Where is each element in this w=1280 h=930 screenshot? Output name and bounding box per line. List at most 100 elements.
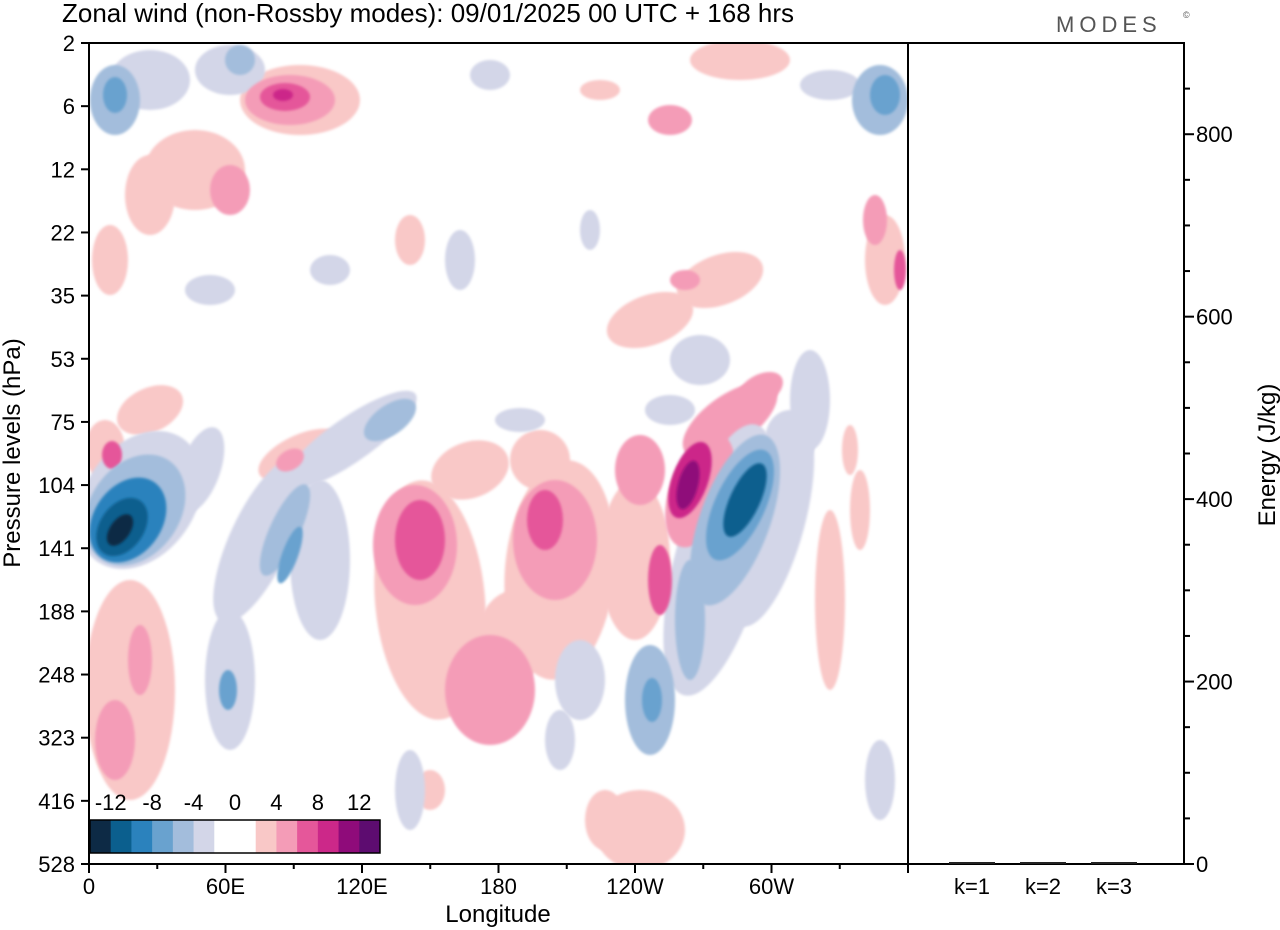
contour-region (670, 335, 730, 385)
energy-tick-label: 0 (1196, 852, 1208, 877)
contour-region (310, 255, 350, 285)
modes-logo: MODES (1056, 12, 1162, 37)
contour-region (580, 210, 600, 250)
contour-region (800, 70, 860, 100)
contour-region (790, 350, 830, 450)
energy-bar (1091, 862, 1137, 864)
contour-region (95, 700, 135, 780)
contour-region (225, 45, 255, 75)
contour-region (648, 545, 672, 615)
y-tick-label: 141 (38, 536, 75, 561)
contour-region (213, 457, 307, 623)
contour-region (850, 470, 870, 550)
colorbar-label: 8 (312, 790, 324, 815)
colorbar-swatch (172, 820, 195, 853)
contour-region (210, 165, 250, 215)
x-tick-label: 0 (83, 874, 95, 899)
y-tick-label: 104 (38, 473, 75, 498)
colorbar-swatch (359, 820, 381, 853)
y-tick-label: 22 (51, 220, 75, 245)
colorbar-swatch (338, 820, 360, 853)
x-axis: 0 60E 120E 180 120W 60W (83, 864, 909, 899)
contour-region (116, 385, 184, 435)
contour-region (92, 225, 128, 295)
contour-region (645, 395, 695, 425)
contour-region (555, 640, 605, 720)
energy-tick-label: 400 (1196, 487, 1233, 512)
y-tick-label: 35 (51, 284, 75, 309)
y-tick-label: 416 (38, 789, 75, 814)
colorbar-swatch (317, 820, 340, 853)
contour-region (615, 435, 665, 505)
y-axis-label: Pressure levels (hPa) (0, 338, 26, 567)
contour-region (128, 625, 152, 695)
colorbar-swatch (193, 820, 215, 853)
contour-region (676, 251, 764, 309)
y-tick-label: 323 (38, 726, 75, 751)
contour-region (460, 650, 510, 710)
contour-region (363, 398, 417, 442)
contour-region (642, 678, 662, 722)
contour-field (89, 43, 908, 864)
energy-tick-label: 800 (1196, 122, 1233, 147)
contour-region (865, 740, 895, 820)
colorbar-label: -8 (142, 790, 162, 815)
y-tick-label: 75 (51, 410, 75, 435)
contour-region (545, 710, 575, 770)
colorbar-swatch (235, 820, 257, 853)
contour-region (106, 514, 134, 546)
y-tick-label: 528 (38, 852, 75, 877)
contour-region (431, 440, 509, 500)
x-tick-label: 180 (480, 874, 517, 899)
energy-bars: k=1 k=2 k=3 (949, 862, 1137, 899)
contour-region (894, 250, 906, 290)
contour-region (676, 460, 700, 510)
energy-category-label: k=2 (1025, 874, 1061, 899)
y-tick-label: 53 (51, 347, 75, 372)
x-tick-label: 60E (206, 874, 245, 899)
colorbar-label: 0 (229, 790, 241, 815)
contour-region (606, 291, 694, 349)
y-tick-label: 2 (63, 31, 75, 56)
y-tick-label: 12 (51, 157, 75, 182)
contour-region (510, 430, 570, 490)
contour-region (670, 270, 700, 290)
x-tick-label: 120E (336, 874, 387, 899)
energy-category-label: k=1 (954, 874, 990, 899)
colorbar-swatch (297, 820, 319, 853)
contour-region (395, 215, 425, 265)
contour-region (842, 425, 858, 475)
colorbar-label: -4 (184, 790, 204, 815)
colorbar-swatch (214, 820, 236, 853)
colorbar: -12 -8 -4 0 4 8 12 (89, 790, 381, 854)
colorbar-frame (89, 819, 381, 854)
colorbar-swatch (131, 820, 153, 853)
copyright-mark: © (1183, 10, 1190, 20)
x-axis-label: Longitude (445, 901, 550, 928)
energy-tick-label: 200 (1196, 670, 1233, 695)
x-tick-label: 120W (606, 874, 664, 899)
colorbar-swatch (152, 820, 174, 853)
contour-region (277, 526, 303, 584)
contour-region (527, 490, 563, 550)
contour-region (737, 371, 783, 409)
energy-axis-label: Energy (J/kg) (1254, 384, 1280, 527)
colorbar-label: -12 (95, 790, 127, 815)
energy-category-label: k=3 (1096, 874, 1132, 899)
contour-region (667, 113, 683, 127)
contour-region (815, 510, 845, 690)
energy-bar (1020, 862, 1066, 864)
contour-region (395, 500, 445, 580)
contour-region (723, 463, 767, 537)
contour-region (495, 408, 545, 432)
colorbar-label: 4 (270, 790, 282, 815)
contour-region (580, 80, 620, 100)
colorbar-swatch (276, 820, 298, 853)
colorbar-swatch (110, 820, 132, 853)
energy-axis: 0 200 400 600 800 (1184, 87, 1233, 877)
energy-panel-frame (907, 42, 1185, 865)
contour-region (690, 43, 790, 80)
contour-region (259, 484, 311, 576)
y-axis: 2 6 12 22 35 53 75 104 141 188 248 323 416 528 (38, 31, 89, 877)
